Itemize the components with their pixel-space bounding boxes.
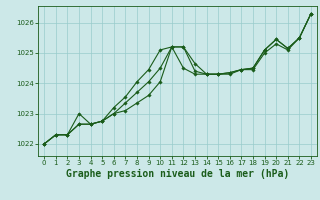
X-axis label: Graphe pression niveau de la mer (hPa): Graphe pression niveau de la mer (hPa): [66, 169, 289, 179]
